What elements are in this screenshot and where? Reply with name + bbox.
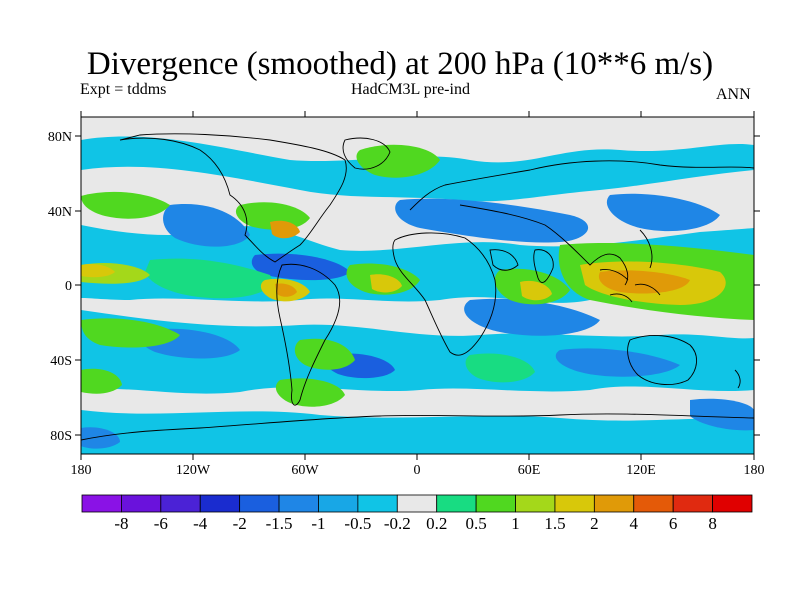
colorbar-label: 4 (630, 514, 639, 533)
lon-label-60w: 60W (291, 463, 319, 478)
lon-label-180e: 180 (744, 463, 765, 478)
colorbar-box (160, 494, 201, 513)
colorbar-box (475, 494, 516, 513)
figure-title: Divergence (smoothed) at 200 hPa (10**6 … (86, 46, 714, 82)
colorbar-box (81, 494, 122, 513)
colorbar-box (199, 494, 241, 513)
colorbar-label: -1 (311, 514, 325, 533)
colorbar-label: -4 (193, 514, 208, 533)
lon-label-60e: 60E (518, 463, 541, 478)
colorbar-label: 1 (511, 514, 520, 533)
colorbar-label: 0.2 (426, 514, 447, 533)
colorbar-box (278, 494, 319, 513)
lat-label-80s: 80S (50, 429, 72, 444)
colorbar-box (318, 494, 359, 513)
colorbar-label: -8 (114, 514, 128, 533)
colorbar-label: 2 (590, 514, 599, 533)
lon-label-180w: 180 (71, 463, 92, 478)
colorbar-box (121, 494, 162, 513)
colorbar: -8 -6 -4 -2 -1.5 -1 -0.5 -0.2 0.2 0.5 1 1.5 2 4 6 8 (81, 494, 753, 533)
lon-label-120e: 120E (626, 463, 656, 478)
colorbar-box (554, 494, 595, 513)
colorbar-box (633, 494, 674, 513)
lat-label-80n: 80N (48, 130, 72, 145)
model-label: HadCM3L pre-ind (351, 81, 470, 98)
colorbar-label: 1.5 (544, 514, 565, 533)
colorbar-box (593, 494, 635, 513)
experiment-label: Expt = tddms (80, 81, 167, 98)
lat-label-40s: 40S (50, 354, 72, 369)
colorbar-label: 8 (708, 514, 717, 533)
colorbar-box (515, 494, 556, 513)
colorbar-label: -2 (233, 514, 247, 533)
lat-label-40n: 40N (48, 205, 72, 220)
colorbar-label: -0.5 (344, 514, 371, 533)
colorbar-label: 6 (669, 514, 678, 533)
colorbar-box (712, 494, 753, 513)
colorbar-label: -1.5 (266, 514, 293, 533)
lat-label-0: 0 (65, 279, 72, 294)
colorbar-label: -6 (154, 514, 168, 533)
lon-label-0: 0 (414, 463, 421, 478)
season-label: ANN (716, 86, 751, 103)
colorbar-label: 0.5 (465, 514, 486, 533)
colorbar-label: -0.2 (384, 514, 411, 533)
colorbar-box (672, 494, 713, 513)
colorbar-box (396, 494, 438, 513)
lon-label-120w: 120W (176, 463, 211, 478)
colorbar-box (239, 494, 280, 513)
coastlines (81, 133, 754, 441)
colorbar-box (357, 494, 398, 513)
colorbar-box (436, 494, 477, 513)
divergence-field (81, 117, 754, 454)
axis-ticks (75, 111, 760, 460)
